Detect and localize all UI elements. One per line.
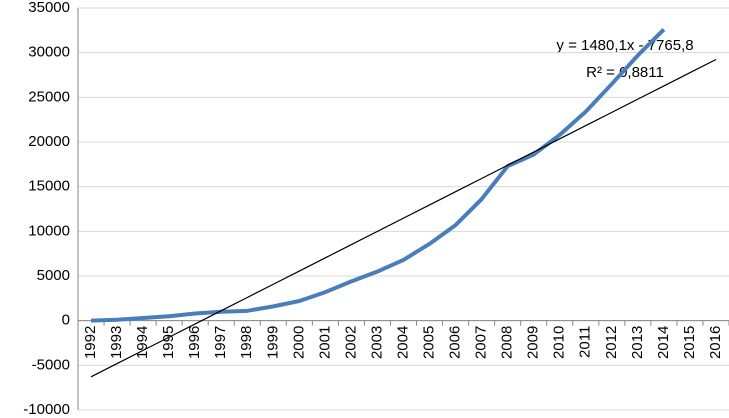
x-tick-label: 2015 (681, 326, 698, 359)
x-tick-label: 2006 (447, 326, 464, 359)
r-squared: R² = 0,8811 (586, 64, 664, 81)
x-tick-label: 1998 (238, 326, 255, 359)
equation: y = 1480,1x - 7765,8 (556, 37, 693, 54)
x-tick-label: 2016 (707, 326, 724, 359)
x-tick-label: 1994 (134, 326, 151, 359)
series-line (90, 28, 666, 323)
x-tick-label: 2011 (577, 326, 594, 358)
y-tick-label: 0 (62, 312, 70, 329)
x-tick-label: 2010 (551, 326, 568, 359)
x-tick-label: 1999 (264, 326, 281, 359)
x-tick-label: 1996 (186, 326, 203, 359)
y-tick-label: 30000 (28, 44, 70, 61)
x-tick-label: 1997 (212, 326, 229, 359)
x-tick-label: 2001 (316, 326, 333, 359)
x-tick-label: 2007 (473, 326, 490, 359)
x-tick-label: 2000 (290, 326, 307, 359)
x-tick-label: 2003 (368, 326, 385, 359)
y-tick-label: 25000 (28, 88, 70, 105)
x-tick-label: 2013 (629, 326, 646, 359)
x-tick-label: 2004 (394, 326, 411, 359)
y-tick-label: 5000 (37, 267, 70, 284)
y-tick-label: -10000 (23, 401, 70, 418)
x-tick-label: 2008 (499, 326, 516, 359)
x-tick-label: 2002 (342, 326, 359, 359)
x-tick-label: 2014 (655, 326, 672, 359)
y-tick-label: 15000 (28, 178, 70, 195)
x-tick-label: 2009 (525, 326, 542, 359)
y-tick-label: -5000 (32, 356, 70, 373)
x-tick-label: 1992 (82, 326, 99, 359)
x-tick-label: 1995 (160, 326, 177, 359)
y-tick-label: 20000 (28, 133, 70, 150)
x-tick-label: 1993 (108, 326, 125, 359)
x-tick-label: 2012 (603, 326, 620, 359)
series-line (90, 58, 717, 378)
y-tick-label: 10000 (28, 222, 70, 239)
y-tick-label: 35000 (28, 0, 70, 16)
x-tick-label: 2005 (421, 326, 438, 359)
